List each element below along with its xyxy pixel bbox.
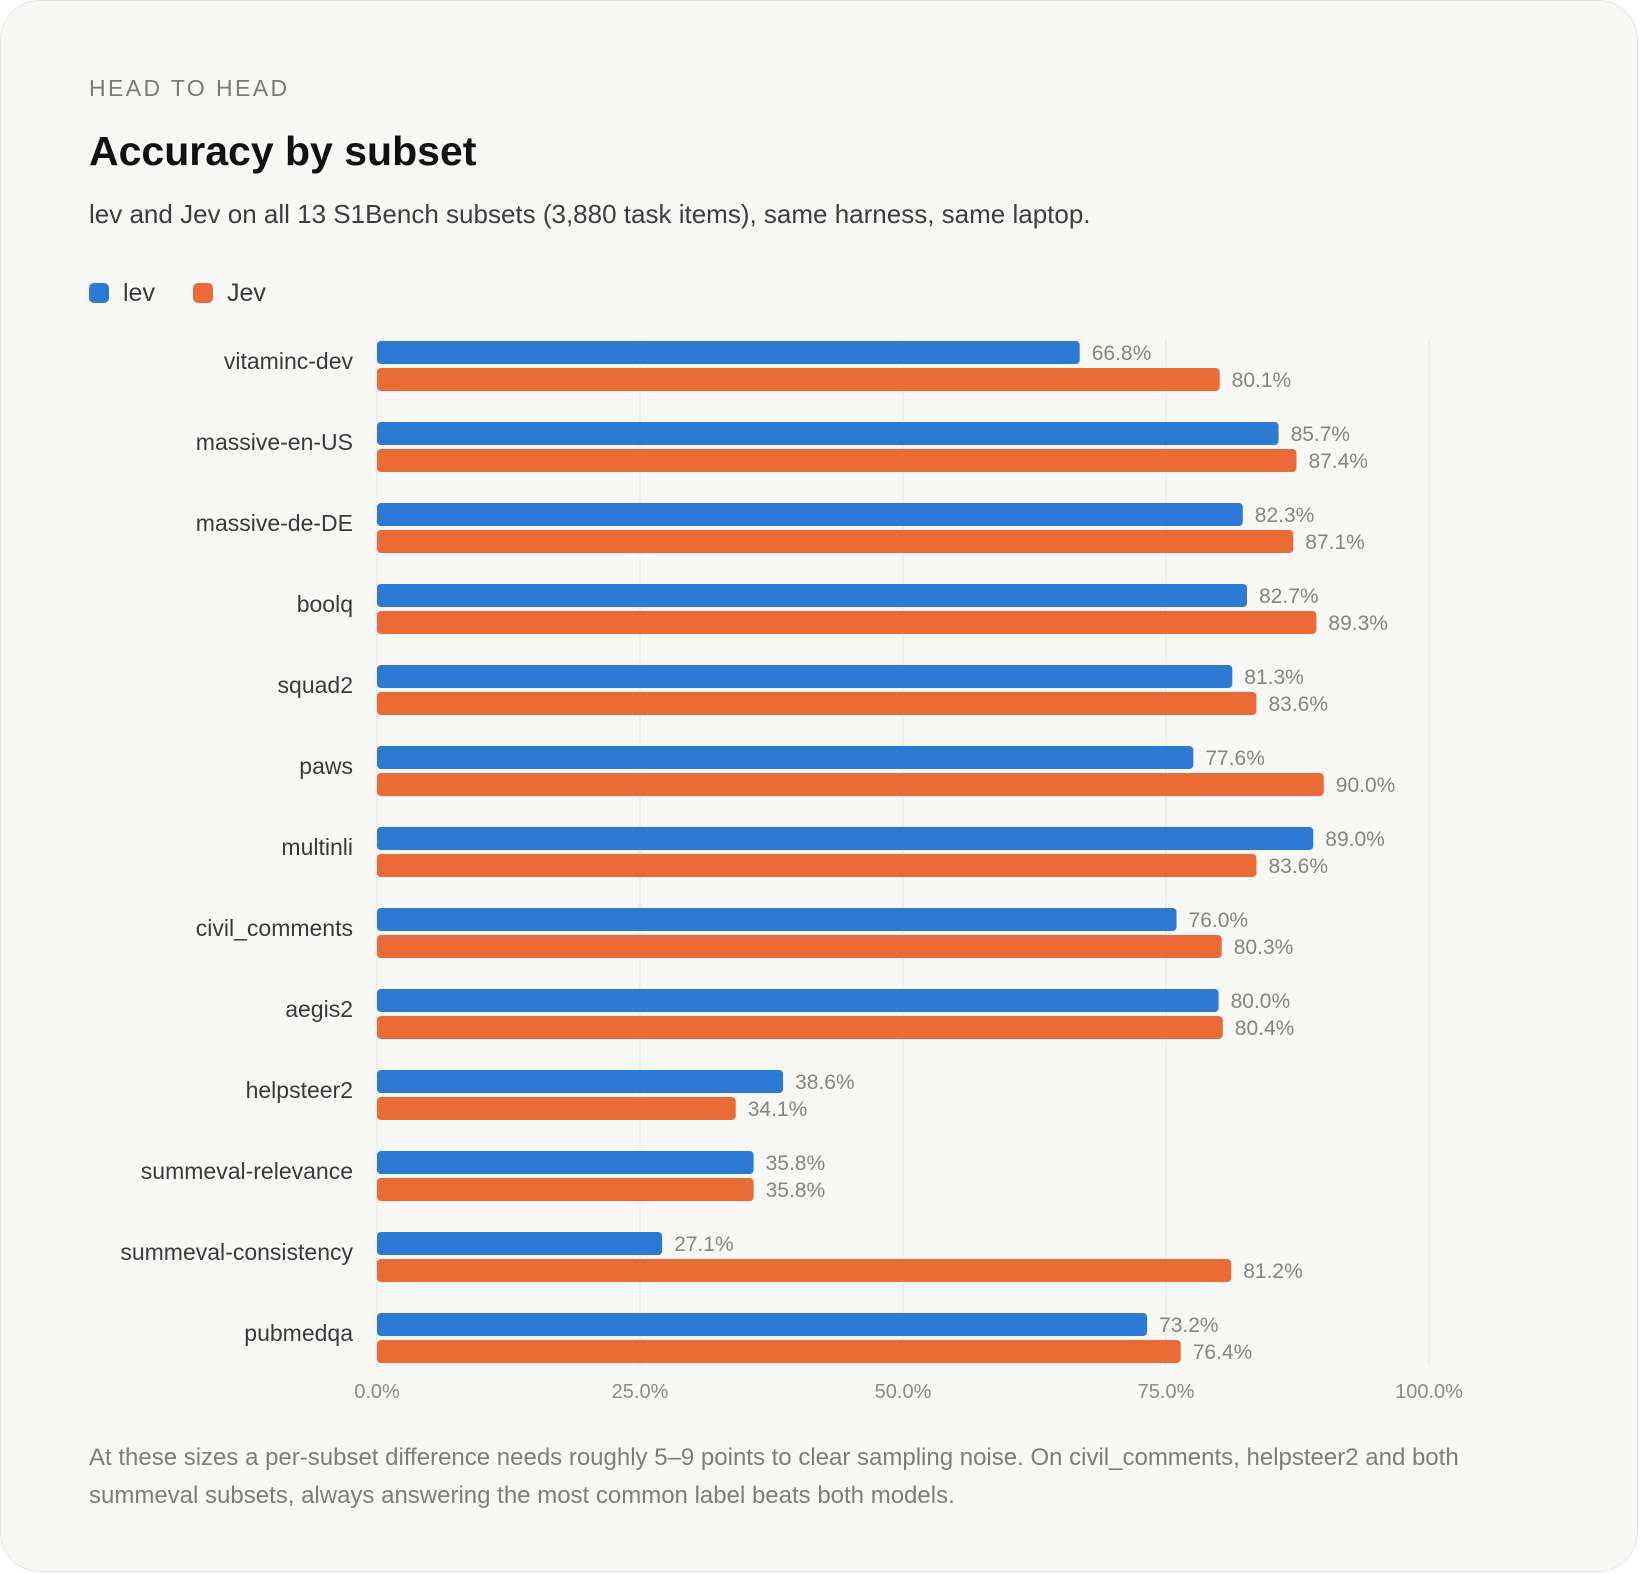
y-category-label: squad2 xyxy=(278,672,353,698)
y-category-label: boolq xyxy=(297,591,353,617)
data-label: 81.2% xyxy=(1243,1260,1303,1283)
x-tick-label: 75.0% xyxy=(1138,1381,1195,1403)
bar-jev xyxy=(377,1016,1223,1039)
x-tick-label: 0.0% xyxy=(354,1381,400,1403)
y-category-label: paws xyxy=(299,753,353,779)
bar-lev xyxy=(377,584,1248,607)
chart-footnote: At these sizes a per-subset difference n… xyxy=(89,1444,1459,1509)
legend-item-lev: lev xyxy=(89,279,155,308)
chart-subtitle: lev and Jev on all 13 S1Bench subsets (3… xyxy=(89,199,1091,229)
bar-jev xyxy=(377,1340,1181,1363)
legend-label-lev: lev xyxy=(123,278,155,307)
bar-lev xyxy=(377,503,1243,526)
data-label: 80.0% xyxy=(1231,990,1291,1013)
x-tick-label: 50.0% xyxy=(875,1381,932,1403)
x-tick-label: 25.0% xyxy=(612,1381,669,1403)
bar-jev xyxy=(377,935,1222,958)
chart-title: Accuracy by subset xyxy=(89,128,477,174)
y-category-label: pubmedqa xyxy=(244,1320,353,1346)
bar-jev xyxy=(377,449,1297,472)
data-label: 34.1% xyxy=(748,1098,808,1121)
bar-lev xyxy=(377,746,1194,769)
bar-jev xyxy=(377,692,1257,715)
y-category-label: summeval-relevance xyxy=(141,1158,353,1184)
bar-lev xyxy=(377,1313,1148,1336)
bar-jev xyxy=(377,1259,1232,1282)
bar-jev xyxy=(377,1097,736,1120)
data-label: 35.8% xyxy=(766,1179,826,1202)
bar-jev xyxy=(377,611,1317,634)
data-label: 83.6% xyxy=(1268,855,1328,878)
data-label: 80.4% xyxy=(1235,1017,1295,1040)
legend-item-jev: Jev xyxy=(192,278,266,308)
data-label: 73.2% xyxy=(1159,1314,1219,1337)
data-label: 82.3% xyxy=(1255,504,1315,527)
data-label: 89.0% xyxy=(1325,828,1385,851)
data-label: 35.8% xyxy=(766,1152,826,1175)
y-category-label: multinli xyxy=(281,834,353,860)
data-label: 81.3% xyxy=(1244,666,1304,689)
bar-jev xyxy=(377,773,1324,796)
y-category-label: massive-en-US xyxy=(196,429,353,455)
data-label: 27.1% xyxy=(674,1233,734,1256)
legend-label-jev: Jev xyxy=(226,278,266,307)
data-label: 66.8% xyxy=(1092,342,1152,365)
bar-lev xyxy=(377,827,1314,850)
bar-jev xyxy=(377,530,1294,553)
bar-lev xyxy=(377,1232,663,1255)
data-label: 89.3% xyxy=(1328,612,1388,635)
y-category-label: summeval-consistency xyxy=(120,1239,353,1265)
data-label: 87.4% xyxy=(1308,450,1368,473)
y-category-label: vitaminc-dev xyxy=(224,348,354,374)
legend-swatch-lev xyxy=(89,283,109,303)
bar-lev xyxy=(377,422,1279,445)
y-category-label: civil_comments xyxy=(196,915,353,941)
bar-lev xyxy=(377,908,1177,931)
y-category-label: aegis2 xyxy=(285,996,353,1022)
bar-lev xyxy=(377,1070,784,1093)
eyebrow-label: HEAD TO HEAD xyxy=(89,75,290,101)
data-label: 80.3% xyxy=(1234,936,1294,959)
data-label: 85.7% xyxy=(1291,423,1351,446)
y-category-label: massive-de-DE xyxy=(196,510,353,536)
bar-jev xyxy=(377,854,1257,877)
bar-jev xyxy=(377,368,1220,391)
data-label: 83.6% xyxy=(1268,693,1328,716)
data-label: 38.6% xyxy=(795,1071,855,1094)
bar-lev xyxy=(377,1151,754,1174)
data-label: 87.1% xyxy=(1305,531,1365,554)
bar-lev xyxy=(377,665,1233,688)
bar-lev xyxy=(377,989,1219,1012)
data-label: 77.6% xyxy=(1205,747,1265,770)
bar-lev xyxy=(377,341,1080,364)
data-label: 76.4% xyxy=(1193,1341,1253,1364)
data-label: 76.0% xyxy=(1189,909,1249,932)
data-label: 82.7% xyxy=(1259,585,1319,608)
chart-legend: lev Jev xyxy=(89,277,304,309)
x-tick-label: 100.0% xyxy=(1395,1381,1463,1403)
bar-jev xyxy=(377,1178,754,1201)
data-label: 80.1% xyxy=(1232,369,1292,392)
y-category-label: helpsteer2 xyxy=(246,1077,353,1103)
legend-swatch-jev xyxy=(192,283,213,303)
data-label: 90.0% xyxy=(1336,774,1396,797)
